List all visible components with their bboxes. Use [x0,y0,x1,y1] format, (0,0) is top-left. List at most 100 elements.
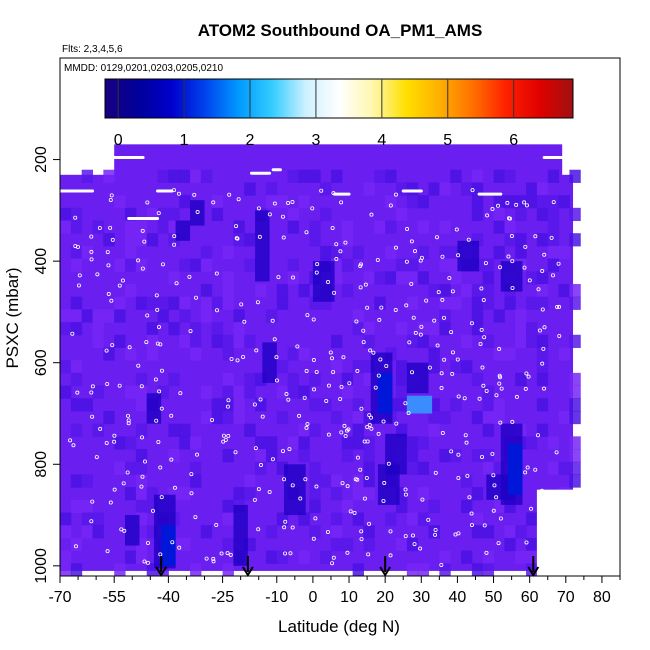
sample-marker [225,551,230,556]
heatmap-cell [471,449,484,463]
sample-marker [324,399,329,404]
heatmap-cell [70,309,83,323]
sample-marker [169,413,174,418]
sample-marker [427,365,432,370]
sample-marker [369,426,374,431]
x-tick-label: -55 [103,589,126,606]
heatmap-cell [233,309,245,323]
sample-marker [332,290,337,295]
heatmap-cell [265,550,278,564]
heatmap-cell [515,309,527,323]
sample-marker [551,273,556,278]
heatmap-cell [60,322,72,336]
sample-marker [464,440,469,445]
heatmap-cell [330,487,343,501]
heatmap-cell [320,474,332,488]
heatmap-cell [103,347,115,361]
flight-arrow-head [527,566,540,577]
sample-marker [491,473,496,478]
sample-marker [194,295,199,300]
heatmap-cell [471,195,484,209]
heatmap-cell [92,423,104,437]
heatmap-cell [504,296,516,310]
sample-marker [283,551,288,556]
heatmap-cell [320,398,332,412]
heatmap-cell [179,309,191,323]
sample-marker [418,332,423,337]
heatmap-cell [222,563,234,576]
sample-marker [326,383,331,388]
heatmap-cell [385,271,397,285]
heatmap-cell [125,487,137,501]
heatmap-cell [352,410,364,425]
heatmap-cell [70,398,83,412]
sample-marker [319,188,324,193]
heatmap-cell [396,372,408,387]
sample-marker [463,433,468,438]
heatmap-cell [81,512,94,526]
mmdd-label: MMDD: 0129,0201,0203,0205,0210 [64,63,223,74]
heatmap-cell [244,423,256,437]
heatmap-cell [244,233,256,247]
sample-marker [506,216,511,221]
heatmap-cell [471,296,484,310]
sample-marker [282,525,287,530]
sample-marker [343,240,348,245]
sample-marker [432,318,437,323]
heatmap-cell [536,347,549,361]
sample-marker [440,254,445,259]
sample-marker [155,307,160,312]
heatmap-cell [320,207,332,222]
sample-marker [189,472,194,477]
sample-marker [481,383,486,388]
sample-marker [242,319,247,324]
heatmap-cell [558,195,570,209]
sample-marker [367,521,372,526]
heatmap-cell [471,233,484,247]
heatmap-cell [547,245,560,260]
heatmap-cell [190,258,202,272]
heatmap-cell [417,195,430,209]
sample-marker [234,224,239,229]
heatmap-cell [330,512,343,526]
sample-marker [98,426,103,431]
sample-marker [554,450,559,455]
sample-marker [505,200,510,205]
heatmap-cell [298,385,310,399]
heatmap-cell [211,410,224,425]
heatmap-cell [558,245,570,260]
heatmap-cell [439,182,451,196]
heatmap-cell [482,398,495,412]
sample-marker [221,433,226,438]
heatmap-cell [222,283,234,298]
sample-marker [121,481,126,486]
heatmap-cell [428,499,440,514]
sample-marker [388,529,393,534]
sample-marker [312,387,317,392]
sample-marker [177,545,182,550]
heatmap-cell [81,499,94,514]
sample-marker [156,439,161,444]
heatmap-cell [146,296,159,310]
heatmap-cell [92,512,104,526]
heatmap-cell [569,372,581,387]
heatmap-cell [70,360,83,374]
heatmap-cell [168,372,180,387]
sample-marker [108,225,113,230]
sample-marker [382,481,387,486]
sample-marker [330,226,335,231]
heatmap-cell [482,283,495,298]
heatmap-cell [146,322,159,336]
heatmap-cell [439,245,451,260]
sample-marker [297,413,302,418]
sample-marker [410,533,415,538]
sample-marker [393,192,398,197]
sample-marker [172,485,177,490]
sample-marker [254,348,259,353]
sample-marker [480,454,485,459]
heatmap-cell [330,474,343,488]
sample-marker [75,390,80,395]
heatmap-cell [385,512,397,526]
heatmap-cell [200,410,213,425]
heatmap-cell [125,207,137,222]
